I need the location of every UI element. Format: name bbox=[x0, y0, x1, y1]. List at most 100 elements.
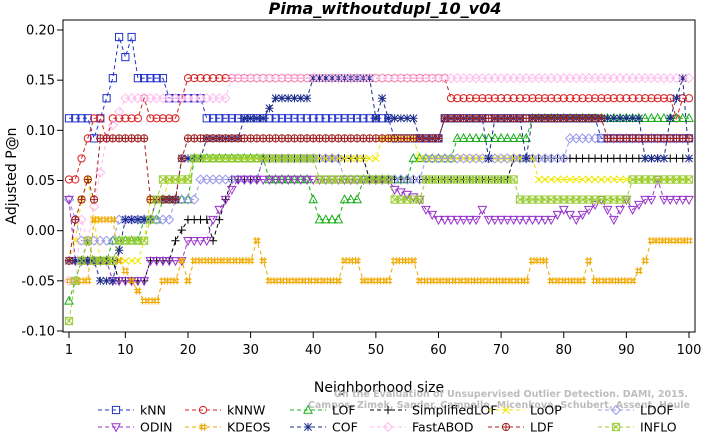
data-point bbox=[634, 94, 643, 103]
plot-area bbox=[63, 32, 695, 326]
data-point bbox=[439, 215, 450, 226]
data-point bbox=[353, 154, 362, 163]
data-point bbox=[597, 175, 606, 184]
data-point bbox=[359, 114, 368, 123]
x-tick-label: 70 bbox=[493, 343, 510, 358]
data-point bbox=[115, 257, 123, 265]
data-point bbox=[603, 175, 612, 184]
data-point bbox=[391, 257, 399, 265]
data-point bbox=[409, 74, 418, 83]
data-point bbox=[214, 205, 225, 216]
data-point bbox=[647, 94, 656, 103]
data-point bbox=[220, 93, 231, 104]
data-point bbox=[616, 114, 625, 123]
data-point bbox=[96, 216, 104, 224]
data-point bbox=[64, 195, 74, 206]
data-point bbox=[140, 74, 149, 83]
data-point bbox=[616, 175, 625, 184]
data-point bbox=[597, 94, 606, 103]
data-point bbox=[221, 114, 230, 123]
data-point bbox=[503, 94, 512, 103]
data-point bbox=[189, 194, 200, 205]
data-point bbox=[683, 73, 695, 84]
data-point bbox=[566, 277, 574, 285]
data-point bbox=[671, 112, 682, 122]
data-point bbox=[514, 215, 525, 226]
data-point bbox=[553, 277, 562, 285]
data-point bbox=[534, 94, 543, 103]
x-tick-label: 60 bbox=[430, 343, 447, 358]
data-point bbox=[471, 215, 482, 226]
data-point bbox=[240, 114, 249, 123]
data-point bbox=[108, 256, 117, 265]
data-point bbox=[259, 114, 268, 123]
y-axis: -0.10 -0.05 0.00 0.05 0.10 0.15 0.20 bbox=[21, 24, 63, 340]
data-point bbox=[540, 215, 550, 226]
data-point bbox=[409, 257, 418, 265]
data-point bbox=[296, 94, 305, 103]
data-point bbox=[590, 94, 600, 103]
data-point bbox=[509, 94, 518, 103]
data-point bbox=[622, 195, 631, 204]
data-point bbox=[64, 114, 74, 123]
data-point bbox=[510, 277, 518, 285]
data-point bbox=[152, 195, 161, 204]
data-point bbox=[622, 94, 631, 103]
data-point bbox=[578, 175, 587, 184]
data-point bbox=[654, 237, 662, 245]
data-point bbox=[522, 94, 531, 103]
data-point bbox=[584, 175, 593, 184]
data-point bbox=[528, 94, 537, 103]
data-point bbox=[178, 257, 186, 265]
data-point bbox=[535, 257, 543, 265]
data-point bbox=[522, 154, 531, 163]
data-point bbox=[322, 277, 330, 285]
data-point bbox=[452, 132, 463, 143]
data-point bbox=[189, 237, 200, 247]
data-point bbox=[540, 94, 550, 103]
data-point bbox=[227, 74, 236, 83]
data-point bbox=[89, 195, 99, 204]
x-axis-label: Neighborhood size bbox=[314, 380, 444, 396]
data-point bbox=[227, 114, 236, 123]
data-point bbox=[252, 114, 261, 123]
data-point bbox=[427, 210, 438, 221]
data-point bbox=[484, 154, 493, 163]
data-point bbox=[108, 276, 117, 285]
x-axis: 1 10 20 30 40 50 60 70 80 90 100 bbox=[65, 332, 701, 358]
data-point bbox=[283, 174, 294, 184]
x-tick-label: 10 bbox=[117, 343, 134, 358]
data-point bbox=[484, 94, 493, 103]
data-point bbox=[208, 215, 218, 226]
data-point bbox=[541, 257, 549, 265]
data-point bbox=[127, 32, 136, 42]
legend-marker bbox=[303, 422, 313, 432]
legend-item-cof: COF bbox=[290, 420, 358, 434]
data-point bbox=[132, 277, 143, 287]
data-point bbox=[490, 94, 499, 103]
data-point bbox=[258, 175, 269, 185]
data-point bbox=[641, 94, 650, 103]
data-point bbox=[251, 175, 262, 185]
data-point bbox=[295, 175, 306, 185]
data-point bbox=[516, 277, 524, 285]
legend-item-knnw: kNNW bbox=[185, 403, 265, 418]
data-point bbox=[565, 94, 575, 103]
data-point bbox=[583, 205, 594, 216]
data-point bbox=[541, 175, 549, 184]
data-point bbox=[647, 237, 656, 245]
data-point bbox=[571, 215, 582, 226]
data-point bbox=[133, 114, 142, 123]
data-point bbox=[82, 235, 93, 246]
data-point bbox=[384, 175, 393, 184]
legend-label: KDEOS bbox=[227, 420, 271, 434]
data-point bbox=[527, 215, 538, 226]
data-point bbox=[71, 215, 80, 224]
data-point bbox=[140, 134, 149, 143]
data-point bbox=[315, 74, 324, 83]
data-point bbox=[290, 277, 299, 285]
data-point bbox=[226, 185, 237, 195]
data-point bbox=[646, 112, 657, 122]
data-point bbox=[472, 277, 480, 285]
